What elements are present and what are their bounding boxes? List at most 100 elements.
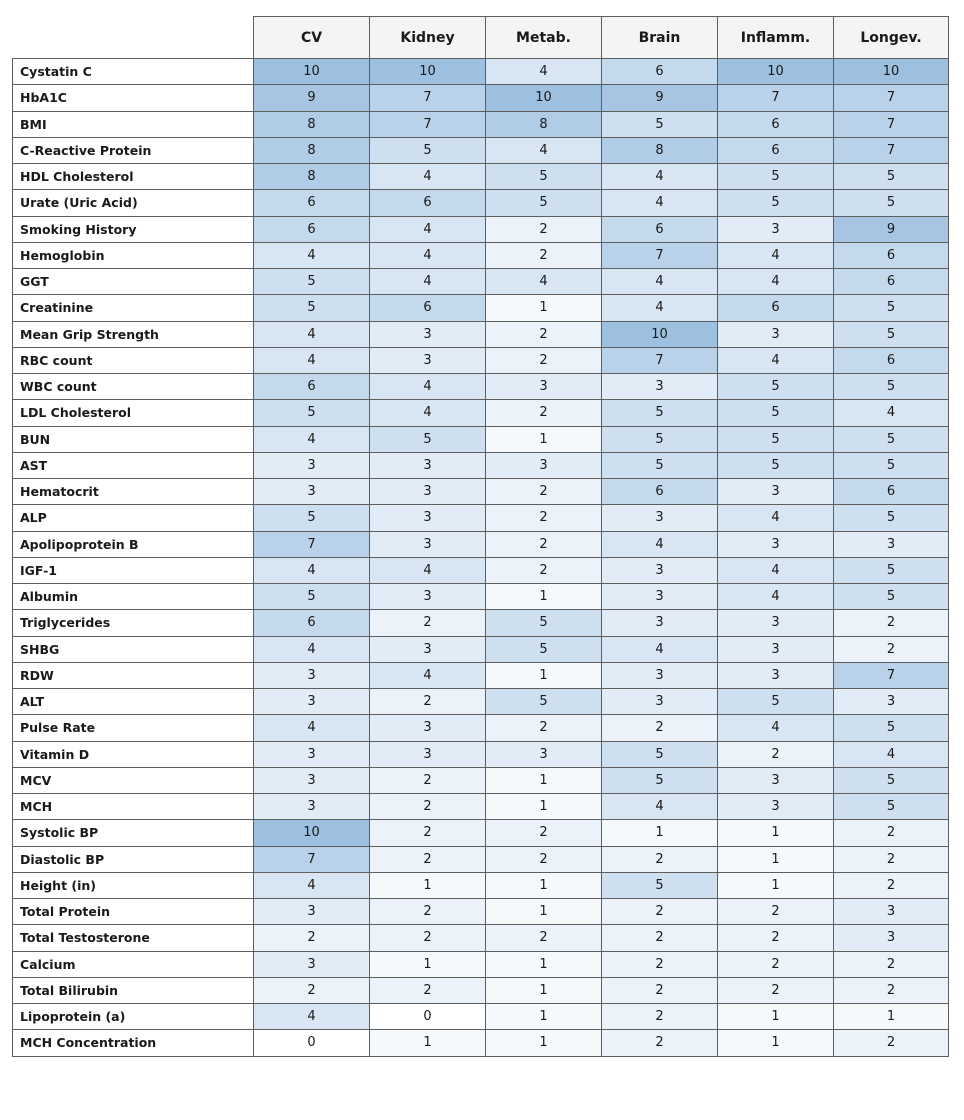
row-label: MCH [12,792,254,821]
heatmap-cell: 5 [833,189,949,217]
heatmap-cell: 3 [369,740,486,768]
row-label: Mean Grip Strength [12,320,254,348]
heatmap-cell: 5 [717,399,834,427]
heatmap-cell: 5 [833,320,949,348]
heatmap-cell: 2 [485,504,602,532]
header-row: CV Kidney Metab. Brain Inflamm. Longev. [13,16,949,59]
heatmap-cell: 7 [253,845,370,873]
table-row: IGF-1 4 4 2 3 4 5 [12,556,949,585]
heatmap-cell: 2 [485,215,602,243]
heatmap-cell: 3 [717,792,834,821]
heatmap-cell: 2 [369,924,486,952]
table-row: MCV 3 2 1 5 3 5 [12,766,949,795]
row-label: Urate (Uric Acid) [12,189,254,217]
heatmap-cell: 2 [601,1029,718,1057]
row-label: Diastolic BP [12,845,254,873]
heatmap-cell: 4 [717,346,834,375]
heatmap-cell: 4 [601,530,718,558]
heatmap-cell: 3 [369,530,486,558]
heatmap-cell: 6 [717,136,834,165]
row-label: Albumin [12,582,254,611]
heatmap-cell: 5 [833,294,949,322]
heatmap-cell: 3 [253,792,370,821]
heatmap-cell: 5 [717,687,834,716]
heatmap-cell: 1 [485,871,602,900]
heatmap-cell: 6 [833,241,949,270]
heatmap-cell: 4 [369,241,486,270]
heatmap-cell: 1 [369,871,486,900]
heatmap-cell: 4 [601,294,718,322]
heatmap-cell: 1 [485,976,602,1005]
heatmap-cell: 3 [253,766,370,795]
row-label: Vitamin D [12,740,254,768]
heatmap-cell: 5 [253,267,370,296]
heatmap-cell: 2 [485,477,602,506]
heatmap-cell: 10 [833,57,949,86]
heatmap-cell: 1 [833,1002,949,1031]
row-label: Total Bilirubin [12,976,254,1005]
row-label: Pulse Rate [12,714,254,742]
heatmap-cell: 4 [717,241,834,270]
heatmap-cell: 3 [717,530,834,558]
row-label: HDL Cholesterol [12,162,254,191]
heatmap-cell: 2 [601,897,718,926]
heatmap-cell: 2 [601,950,718,978]
heatmap-cell: 3 [253,950,370,978]
heatmap-cell: 1 [485,792,602,821]
heatmap-cell: 4 [253,635,370,663]
heatmap-cell: 3 [601,504,718,532]
row-label: HbA1C [12,84,254,112]
heatmap-cell: 2 [833,950,949,978]
heatmap-cell: 3 [253,687,370,716]
heatmap-cell: 2 [717,897,834,926]
heatmap-cell: 3 [601,661,718,690]
heatmap-cell: 5 [253,504,370,532]
row-label: IGF-1 [12,556,254,585]
heatmap-cell: 5 [369,136,486,165]
heatmap-cell: 3 [717,635,834,663]
heatmap-cell: 3 [369,346,486,375]
heatmap-cell: 3 [601,582,718,611]
heatmap-cell: 2 [369,766,486,795]
heatmap-cell: 6 [369,189,486,217]
row-label: Total Protein [12,897,254,926]
heatmap-cell: 9 [601,84,718,112]
row-label: ALT [12,687,254,716]
heatmap-cell: 4 [601,267,718,296]
heatmap-cell: 5 [833,556,949,585]
row-label: SHBG [12,635,254,663]
table-row: Urate (Uric Acid) 6 6 5 4 5 5 [12,189,949,217]
heatmap-cell: 7 [833,136,949,165]
heatmap-cell: 3 [369,635,486,663]
heatmap-cell: 5 [485,635,602,663]
heatmap-cell: 5 [833,504,949,532]
heatmap-cell: 2 [485,819,602,847]
heatmap-cell: 1 [717,1029,834,1057]
heatmap-cell: 4 [485,57,602,86]
heatmap-cell: 5 [833,372,949,401]
heatmap-cell: 3 [833,687,949,716]
heatmap-cell: 0 [369,1002,486,1031]
heatmap-cell: 3 [717,609,834,637]
heatmap-cell: 2 [369,792,486,821]
heatmap-cell: 2 [369,976,486,1005]
heatmap-cell: 4 [717,267,834,296]
heatmap-cell: 3 [369,477,486,506]
heatmap-cell: 4 [253,346,370,375]
table-row: LDL Cholesterol 5 4 2 5 5 4 [12,399,949,427]
heatmap-cell: 4 [253,556,370,585]
table-row: MCH Concentration 0 1 1 2 1 2 [12,1029,949,1057]
table-row: AST 3 3 3 5 5 5 [12,451,949,480]
heatmap-cell: 3 [253,661,370,690]
heatmap-cell: 2 [485,530,602,558]
heatmap-cell: 2 [369,897,486,926]
heatmap-cell: 5 [601,399,718,427]
column-header-cv: CV [253,16,370,59]
heatmap-cell: 5 [601,451,718,480]
heatmap-cell: 4 [253,241,370,270]
heatmap-cell: 8 [253,110,370,138]
heatmap-cell: 1 [369,1029,486,1057]
row-label: MCH Concentration [12,1029,254,1057]
heatmap-cell: 2 [833,819,949,847]
